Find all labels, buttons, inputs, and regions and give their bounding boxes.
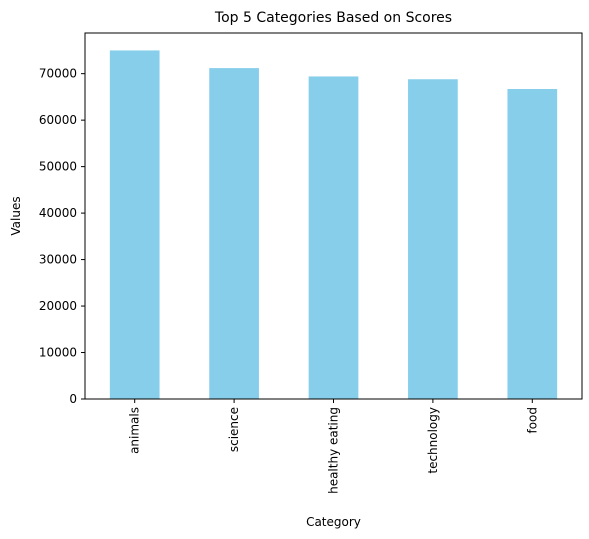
bar-animals xyxy=(109,50,160,400)
y-tick-label: 40000 xyxy=(39,206,77,220)
bar-science xyxy=(209,68,259,399)
y-tick-label: 0 xyxy=(69,392,77,406)
y-tick-label: 60000 xyxy=(39,113,77,127)
bar-healthy-eating xyxy=(308,76,359,400)
x-axis: animals science healthy eating technology fo… xyxy=(128,399,539,494)
x-tick-label: animals xyxy=(128,407,142,454)
plot-frame xyxy=(84,32,583,400)
bar-food xyxy=(507,89,558,399)
y-tick-label: 70000 xyxy=(39,67,77,81)
chart-title: Top 5 Categories Based on Scores xyxy=(214,10,452,26)
x-tick-label: science xyxy=(227,407,241,452)
y-tick-label: 10000 xyxy=(39,346,77,360)
bar-technology xyxy=(408,79,458,400)
x-tick-label: technology xyxy=(426,407,440,474)
y-axis-title: Values xyxy=(9,196,23,235)
x-axis-title: Category xyxy=(306,515,361,529)
y-axis: 0 10000 20000 30000 40000 50000 60000 70000 xyxy=(39,67,85,406)
bars xyxy=(109,50,558,400)
x-tick-label: healthy eating xyxy=(327,407,341,494)
y-tick-label: 30000 xyxy=(39,253,77,267)
x-tick-label: food xyxy=(525,407,539,434)
y-tick-label: 20000 xyxy=(39,299,77,313)
y-tick-label: 50000 xyxy=(39,160,77,174)
